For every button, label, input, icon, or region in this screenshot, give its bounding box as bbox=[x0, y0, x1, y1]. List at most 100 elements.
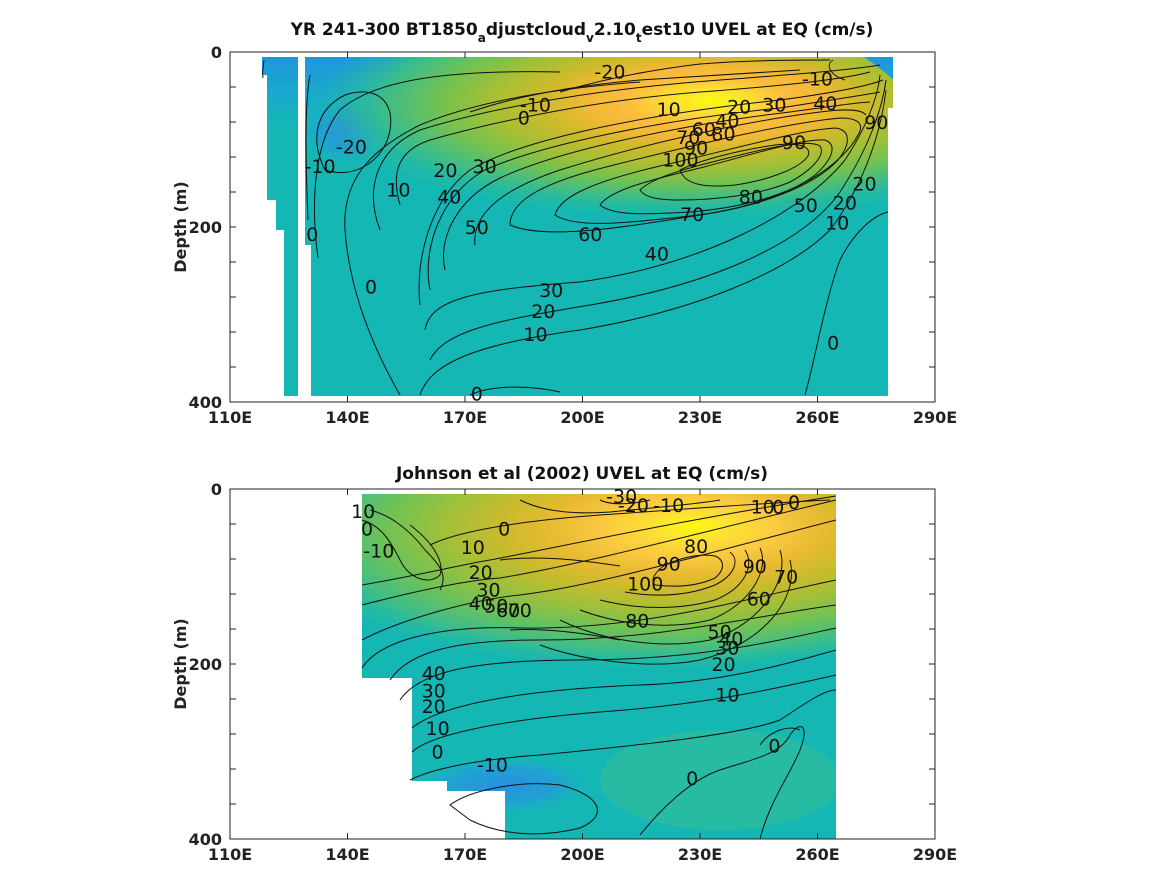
contour-label: 70 bbox=[774, 567, 798, 589]
contour-label: -10 bbox=[802, 68, 833, 90]
contour-label: -30 bbox=[606, 486, 637, 508]
contour-line bbox=[399, 627, 837, 701]
y-tick-label: 0 bbox=[211, 480, 222, 499]
contour-line bbox=[639, 726, 805, 840]
contour-label: -10 bbox=[520, 95, 551, 117]
contour-line bbox=[411, 674, 837, 753]
panel-top-y-tick-labels: 0 200 400 bbox=[189, 43, 222, 412]
contour-line bbox=[262, 59, 265, 79]
contour-line bbox=[599, 499, 651, 505]
contour-label: 0 bbox=[365, 277, 377, 299]
contour-line bbox=[427, 91, 881, 291]
x-tick-label: 260E bbox=[795, 845, 839, 864]
panel-bottom-y-ticks bbox=[230, 523, 935, 805]
contour-line bbox=[499, 557, 621, 567]
contour-line bbox=[652, 554, 723, 587]
contour-label: 40 bbox=[469, 593, 493, 615]
x-tick-label: 230E bbox=[678, 408, 722, 427]
contour-label: 0 bbox=[788, 492, 800, 514]
contour-label: 80 bbox=[711, 123, 735, 145]
x-tick-label: 140E bbox=[325, 845, 369, 864]
contour-label: 60 bbox=[747, 588, 771, 610]
contour-label: 50 bbox=[708, 622, 732, 644]
contour-label: 20 bbox=[711, 654, 735, 676]
contour-line bbox=[429, 499, 831, 546]
x-tick-label: 200E bbox=[560, 845, 604, 864]
y-tick-label: 200 bbox=[189, 218, 222, 237]
y-tick-label: 200 bbox=[189, 655, 222, 674]
contour-label: 50 bbox=[465, 217, 489, 239]
contour-label: 0 bbox=[827, 333, 839, 355]
contour-label: 10 bbox=[426, 718, 450, 740]
contour-label: 90 bbox=[743, 556, 767, 578]
contour-line bbox=[554, 127, 848, 224]
contour-label: 90 bbox=[864, 112, 888, 134]
contour-label: -20 bbox=[618, 495, 649, 517]
contour-label: 10 bbox=[461, 537, 485, 559]
contour-label: 90 bbox=[657, 553, 681, 575]
panel-bottom: Johnson et al (2002) UVEL at EQ (cm/s) bbox=[171, 464, 957, 864]
contour-line bbox=[424, 74, 881, 331]
x-tick-label: 170E bbox=[443, 408, 487, 427]
contour-label: 80 bbox=[625, 610, 649, 632]
contour-line bbox=[373, 64, 881, 231]
contour-label: 20 bbox=[833, 193, 857, 215]
panel-top: YR 241-300 BT1850adjustcloudv2.10test10 … bbox=[171, 20, 957, 427]
contour-label: 60 bbox=[578, 224, 602, 246]
contour-label: 80 bbox=[739, 186, 763, 208]
contour-label: 10 bbox=[351, 501, 375, 523]
contour-line bbox=[419, 89, 887, 396]
contour-line bbox=[828, 59, 846, 81]
contour-label: 10 bbox=[523, 324, 547, 346]
contour-label: 30 bbox=[476, 580, 500, 602]
contour-label: 50 bbox=[794, 195, 818, 217]
contour-label: 70 bbox=[508, 600, 532, 622]
contour-line bbox=[449, 783, 598, 835]
panel-top-contours bbox=[262, 59, 889, 396]
contour-label: 30 bbox=[539, 280, 563, 302]
contour-label: 100 bbox=[662, 150, 698, 172]
panel-bottom-y-tick-labels: 0 200 400 bbox=[189, 480, 222, 849]
contour-line bbox=[369, 509, 444, 591]
contour-label: 0 bbox=[361, 518, 373, 540]
contour-line bbox=[409, 689, 837, 781]
contour-label: 20 bbox=[469, 562, 493, 584]
contour-label: 40 bbox=[719, 629, 743, 651]
contour-line bbox=[305, 74, 311, 221]
x-tick-label: 140E bbox=[325, 408, 369, 427]
x-tick-label: 170E bbox=[443, 845, 487, 864]
contour-line bbox=[361, 495, 837, 586]
contour-line bbox=[539, 559, 792, 665]
contour-label: 40 bbox=[645, 243, 669, 265]
contour-label: -10 bbox=[653, 495, 684, 517]
x-tick-label: 290E bbox=[913, 408, 957, 427]
contour-line bbox=[599, 139, 833, 215]
contour-label: 30 bbox=[422, 680, 446, 702]
panel-top-x-tick-labels: 110E 140E 170E 200E 230E 260E 290E bbox=[208, 408, 957, 427]
panel-bottom-contours bbox=[361, 495, 837, 840]
contour-label: 20 bbox=[727, 96, 751, 118]
contour-label: 0 bbox=[306, 224, 318, 246]
contour-label: -20 bbox=[336, 137, 367, 159]
contour-label: 20 bbox=[433, 160, 457, 182]
contour-line bbox=[759, 727, 801, 746]
contour-label: 10 bbox=[751, 497, 775, 519]
contour-label: 100 bbox=[627, 574, 663, 596]
contour-line bbox=[361, 579, 837, 669]
contour-label: -10 bbox=[477, 755, 508, 777]
contour-label: 10 bbox=[715, 685, 739, 707]
contour-label: 0 bbox=[772, 497, 784, 519]
contour-line bbox=[559, 549, 783, 645]
contour-line bbox=[395, 71, 871, 206]
contour-line bbox=[559, 59, 831, 93]
panel-top-x-ticks bbox=[347, 52, 818, 402]
contour-label: 50 bbox=[484, 595, 508, 617]
x-tick-label: 200E bbox=[560, 408, 604, 427]
contour-line bbox=[361, 519, 837, 641]
contour-label: -10 bbox=[305, 156, 336, 178]
contour-line bbox=[316, 91, 392, 174]
contour-line bbox=[474, 109, 867, 246]
panel-bottom-contour-labels: -30-20 -10 10 0100-100102030405060701009080… bbox=[351, 486, 800, 790]
